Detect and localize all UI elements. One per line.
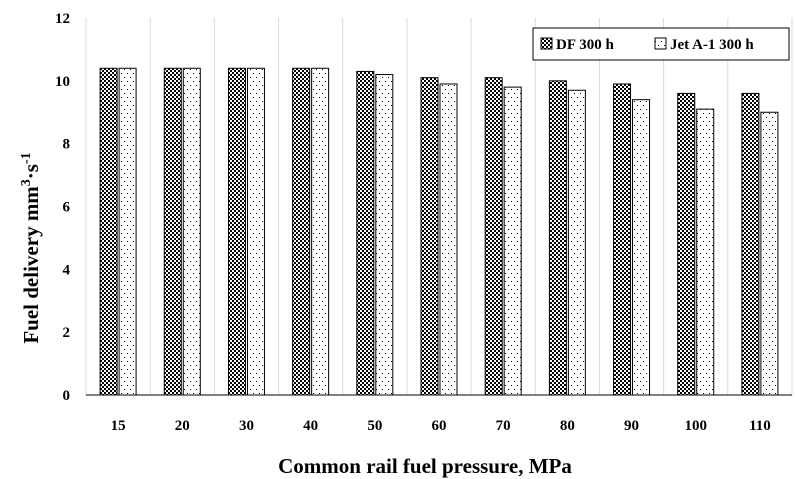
bar-df-80: [548, 80, 567, 396]
x-tick-label: 15: [111, 418, 126, 434]
legend: DF 300 h Jet A-1 300 h: [532, 27, 790, 61]
bar-jet-a1-20: [182, 67, 201, 396]
x-tick-label: 30: [239, 418, 254, 434]
bar-df-60: [420, 77, 439, 396]
bar-jet-a1-80: [567, 89, 586, 396]
bar-jet-a1-90: [632, 99, 651, 396]
bar-df-100: [677, 92, 696, 396]
bar-jet-a1-100: [696, 108, 715, 396]
x-tick-label: 80: [560, 418, 575, 434]
y-tick-label: 4: [63, 262, 71, 278]
y-tick-label: 2: [63, 325, 71, 341]
legend-label-jet-a1: Jet A-1 300 h: [670, 37, 754, 53]
x-tick-label: 110: [749, 418, 771, 434]
gridlines: [85, 18, 793, 395]
y-tick-label: 0: [63, 388, 71, 404]
x-tick-label: 90: [624, 418, 639, 434]
bar-df-15: [99, 67, 118, 396]
legend-swatch-jet-a1: [654, 37, 667, 50]
x-tick-label: 40: [303, 418, 318, 434]
bar-df-20: [163, 67, 182, 396]
x-tick-label: 100: [684, 418, 707, 434]
bar-df-40: [292, 67, 311, 396]
bar-jet-a1-40: [311, 67, 330, 396]
y-tick-label: 10: [55, 74, 70, 90]
bar-jet-a1-50: [375, 74, 394, 396]
bar-jet-a1-110: [760, 111, 779, 396]
bars: [99, 67, 779, 396]
x-tick-label: 70: [496, 418, 511, 434]
legend-label-df: DF 300 h: [556, 37, 614, 53]
axes: 0 2 4 6 8 10 12 15 20 30 40 50 60 70 80 90 100 110: [55, 11, 792, 434]
bar-df-30: [227, 67, 246, 396]
x-axis-title: Common rail fuel pressure, MPa: [278, 454, 572, 478]
y-tick-label: 8: [63, 137, 71, 153]
legend-swatch-df: [540, 37, 553, 50]
bar-jet-a1-70: [503, 86, 522, 396]
y-tick-label: 12: [55, 11, 70, 27]
y-axis-title: Fuel delivery mm3·s-1: [19, 152, 43, 343]
bar-df-50: [356, 70, 375, 396]
x-tick-label: 20: [175, 418, 190, 434]
bar-df-90: [613, 83, 632, 396]
bar-jet-a1-15: [118, 67, 137, 396]
y-tick-label: 6: [63, 200, 71, 216]
x-tick-label: 50: [367, 418, 382, 434]
bar-df-110: [741, 92, 760, 396]
bar-df-70: [484, 77, 503, 396]
bar-jet-a1-60: [439, 83, 458, 396]
bar-jet-a1-30: [246, 67, 265, 396]
x-tick-label: 60: [432, 418, 447, 434]
